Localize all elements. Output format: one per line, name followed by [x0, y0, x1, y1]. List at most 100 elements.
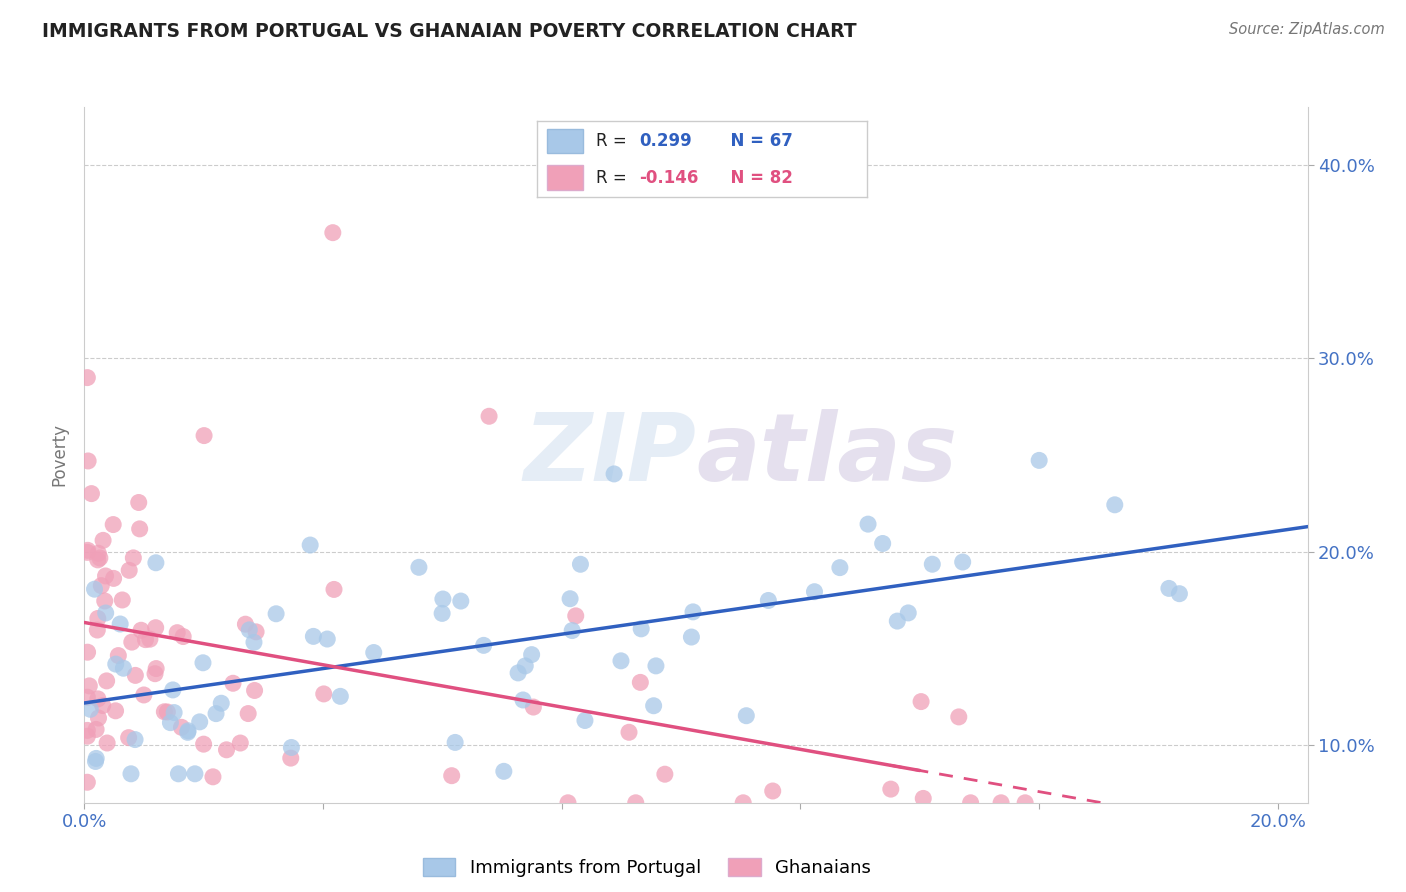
Point: [89, 550, 111, 565]
Point: [243, 635, 266, 649]
Point: [128, 495, 150, 509]
Point: [118, 563, 141, 577]
Point: [86, 623, 108, 637]
Point: [472, 638, 495, 652]
Point: [76, 370, 98, 384]
Point: [122, 550, 145, 565]
Point: [77, 454, 100, 468]
Point: [948, 710, 970, 724]
Point: [108, 617, 131, 632]
Point: [145, 662, 167, 676]
Point: [91, 533, 114, 548]
Point: [872, 536, 894, 550]
Point: [302, 629, 325, 643]
Point: [90, 579, 112, 593]
Point: [143, 666, 166, 681]
Point: [107, 648, 129, 663]
Point: [87, 611, 110, 625]
Point: [430, 607, 453, 621]
Point: [145, 621, 167, 635]
Point: [87, 553, 110, 567]
Point: [280, 740, 302, 755]
Point: [803, 584, 825, 599]
Point: [322, 226, 344, 240]
Point: [76, 775, 98, 789]
Point: [756, 593, 779, 607]
Point: [628, 675, 651, 690]
Point: [76, 729, 98, 743]
Point: [111, 593, 134, 607]
Point: [76, 645, 98, 659]
Point: [94, 606, 117, 620]
Point: [215, 743, 238, 757]
Point: [444, 735, 467, 749]
Point: [124, 732, 146, 747]
Point: [243, 683, 266, 698]
Point: [145, 556, 167, 570]
Point: [617, 725, 640, 739]
Point: [910, 695, 932, 709]
Point: [121, 635, 143, 649]
Point: [828, 560, 851, 574]
Point: [84, 755, 107, 769]
Point: [569, 558, 592, 572]
Point: [921, 558, 943, 572]
Point: [610, 654, 633, 668]
Point: [167, 766, 190, 781]
Point: [112, 661, 135, 675]
Point: [564, 608, 586, 623]
Point: [156, 705, 179, 719]
Point: [643, 698, 665, 713]
Point: [103, 571, 125, 585]
Point: [222, 676, 245, 690]
Point: [245, 624, 267, 639]
Point: [80, 486, 103, 500]
Point: [103, 517, 125, 532]
Point: [329, 690, 352, 704]
Point: [558, 591, 581, 606]
Point: [645, 659, 668, 673]
Point: [880, 782, 903, 797]
Point: [515, 659, 537, 673]
Point: [323, 582, 346, 597]
Point: [681, 630, 703, 644]
Point: [363, 646, 385, 660]
Point: [856, 517, 879, 532]
Point: [897, 606, 920, 620]
Point: [762, 784, 785, 798]
Point: [557, 796, 579, 810]
Point: [79, 702, 101, 716]
Point: [96, 736, 118, 750]
Point: [193, 737, 215, 751]
Point: [886, 614, 908, 628]
Point: [574, 714, 596, 728]
Point: [624, 796, 647, 810]
Text: Source: ZipAtlas.com: Source: ZipAtlas.com: [1229, 22, 1385, 37]
Point: [162, 682, 184, 697]
Point: [316, 632, 339, 646]
Point: [117, 731, 139, 745]
Point: [1014, 796, 1036, 810]
Point: [191, 656, 214, 670]
Point: [561, 624, 583, 638]
Point: [735, 708, 758, 723]
Point: [128, 522, 150, 536]
Point: [124, 668, 146, 682]
Point: [264, 607, 287, 621]
Point: [520, 648, 543, 662]
Point: [134, 632, 156, 647]
Point: [235, 617, 257, 632]
Point: [87, 546, 110, 560]
Point: [630, 622, 652, 636]
Point: [177, 725, 200, 739]
Point: [84, 751, 107, 765]
Point: [87, 692, 110, 706]
Point: [952, 555, 974, 569]
Point: [506, 665, 529, 680]
Point: [229, 736, 252, 750]
Point: [432, 592, 454, 607]
Point: [166, 625, 188, 640]
Point: [94, 569, 117, 583]
Point: [512, 693, 534, 707]
Point: [733, 796, 755, 810]
